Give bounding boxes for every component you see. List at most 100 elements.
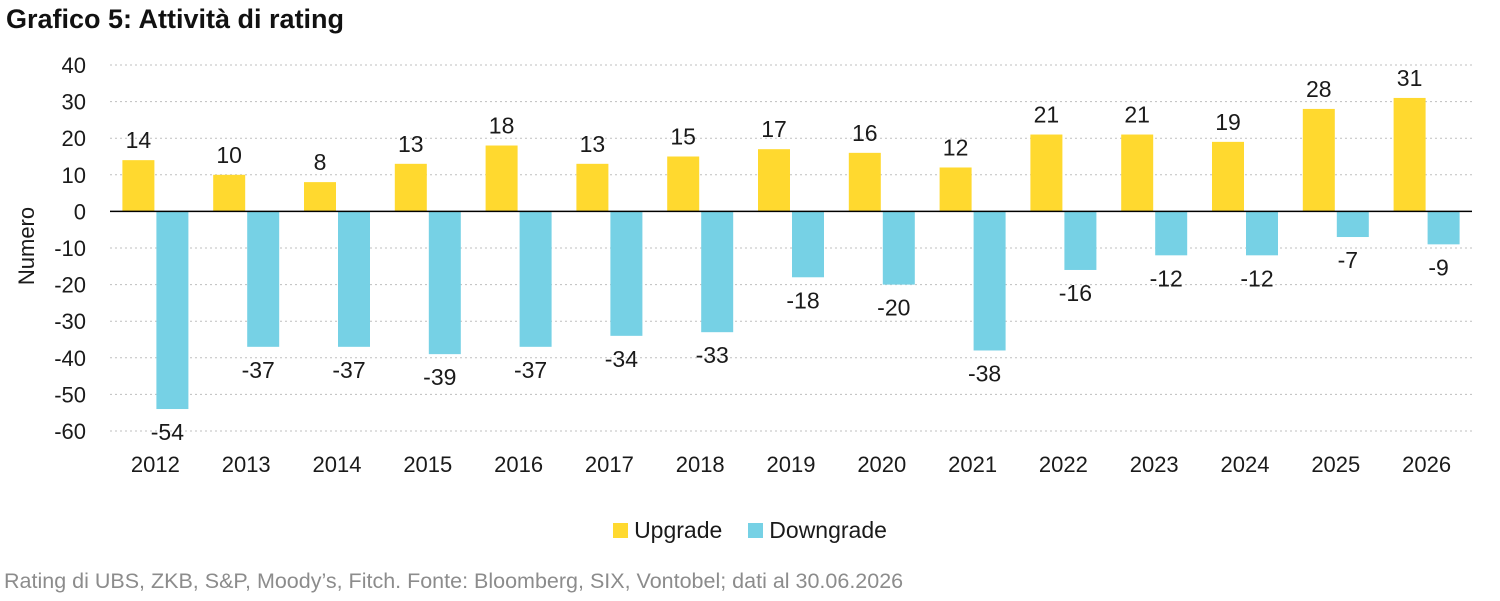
bar-upgrade: [576, 163, 609, 212]
x-tick-label: 2012: [131, 452, 180, 477]
data-label-downgrade: -33: [696, 342, 729, 368]
x-tick-label: 2018: [676, 452, 725, 477]
x-tick-label: 2013: [222, 452, 271, 477]
data-label-upgrade: 21: [1034, 102, 1060, 128]
bar-downgrade: [156, 211, 189, 410]
x-tick-label: 2016: [494, 452, 543, 477]
rating-activity-chart: 40 30 20 10 0 -10 -20 -30 -40 -50 -60 14 -54 10 -37 8 -…: [14, 53, 1472, 477]
bar-downgrade: [1427, 211, 1460, 245]
bar-downgrade: [519, 211, 552, 347]
y-tick-label: -10: [54, 236, 86, 261]
x-axis-ticks: 2012 2013 2014 2015 2016 2017 2018 2019 2020 2021…: [131, 452, 1451, 477]
x-tick-label: 2015: [403, 452, 452, 477]
data-label-downgrade: -16: [1059, 280, 1092, 306]
x-tick-label: 2019: [767, 452, 816, 477]
x-tick-label: 2020: [857, 452, 906, 477]
data-label-upgrade: 21: [1124, 102, 1150, 128]
data-label-downgrade: -39: [423, 364, 456, 390]
x-tick-label: 2026: [1402, 452, 1451, 477]
data-label-downgrade: -12: [1150, 265, 1183, 291]
y-tick-label: 0: [74, 199, 86, 224]
data-label-upgrade: 18: [489, 113, 515, 139]
chart-title: Grafico 5: Attività di rating: [6, 4, 345, 34]
data-label-downgrade: -18: [786, 287, 819, 313]
legend-item-upgrade: Upgrade: [613, 517, 722, 544]
data-label-upgrade: 31: [1397, 65, 1423, 91]
bar-upgrade: [1121, 134, 1154, 212]
x-tick-label: 2021: [948, 452, 997, 477]
bar-downgrade: [428, 211, 461, 355]
legend: Upgrade Downgrade: [0, 517, 1500, 544]
bar-upgrade: [939, 167, 972, 212]
data-label-downgrade: -37: [332, 357, 365, 383]
bar-upgrade: [1393, 97, 1426, 212]
bar-upgrade: [213, 174, 246, 212]
bar-downgrade: [882, 211, 915, 285]
bar-upgrade: [1302, 108, 1335, 212]
data-label-downgrade: -54: [151, 419, 184, 445]
bar-upgrade: [1212, 141, 1244, 212]
source-note: Rating di UBS, ZKB, S&P, Moody’s, Fitch.…: [4, 569, 904, 593]
bar-upgrade: [485, 145, 518, 212]
data-label-downgrade: -37: [514, 357, 547, 383]
data-label-downgrade: -38: [968, 360, 1001, 386]
y-tick-label: -40: [54, 346, 86, 371]
x-tick-label: 2024: [1221, 452, 1270, 477]
y-tick-label: -50: [54, 382, 86, 407]
legend-label-upgrade: Upgrade: [634, 517, 723, 543]
bar-upgrade: [667, 156, 700, 212]
data-label-upgrade: 14: [126, 127, 152, 153]
data-label-upgrade: 28: [1306, 76, 1332, 102]
data-label-upgrade: 15: [670, 124, 696, 150]
x-tick-label: 2017: [585, 452, 634, 477]
y-tick-label: 10: [62, 163, 86, 188]
data-label-downgrade: -12: [1240, 265, 1273, 291]
data-label-downgrade: -9: [1428, 254, 1448, 280]
legend-swatch-downgrade: [748, 523, 764, 538]
y-tick-label: 20: [62, 126, 86, 151]
x-tick-label: 2023: [1130, 452, 1179, 477]
bar-downgrade: [338, 211, 370, 347]
bar-upgrade: [122, 160, 155, 212]
bar-upgrade: [1030, 134, 1063, 212]
gridlines: [110, 64, 1472, 432]
data-label-upgrade: 13: [398, 131, 424, 157]
y-axis-label: Numero: [14, 207, 39, 285]
bar-downgrade: [610, 211, 643, 336]
bar-downgrade: [247, 211, 280, 347]
data-label-downgrade: -34: [605, 346, 638, 372]
bar-downgrade: [1064, 211, 1097, 270]
y-tick-label: -60: [54, 419, 86, 444]
data-label-upgrade: 13: [580, 131, 606, 157]
data-label-upgrade: 10: [216, 142, 242, 168]
y-tick-label: -30: [54, 309, 86, 334]
data-labels: 14 -54 10 -37 8 -37 13 -39 18 -37 13 -34 15 -33 17 -18 1…: [126, 65, 1449, 445]
bar-downgrade: [701, 211, 734, 333]
bar-upgrade: [848, 152, 881, 212]
bar-downgrade: [1155, 211, 1188, 256]
data-label-upgrade: 12: [943, 134, 969, 160]
y-tick-label: 30: [62, 90, 86, 115]
bars: [122, 97, 1460, 410]
bar-downgrade: [1336, 211, 1369, 238]
bar-upgrade: [304, 182, 336, 212]
legend-swatch-upgrade: [613, 523, 629, 538]
y-axis-ticks: 40 30 20 10 0 -10 -20 -30 -40 -50 -60: [54, 53, 86, 444]
x-tick-label: 2025: [1311, 452, 1360, 477]
bar-upgrade: [758, 149, 790, 212]
legend-label-downgrade: Downgrade: [769, 517, 887, 543]
x-tick-label: 2014: [313, 452, 362, 477]
x-tick-label: 2022: [1039, 452, 1088, 477]
data-label-downgrade: -37: [242, 357, 275, 383]
bar-downgrade: [792, 211, 824, 278]
data-label-downgrade: -20: [877, 295, 910, 321]
data-label-upgrade: 19: [1215, 109, 1241, 135]
bar-downgrade: [1246, 211, 1278, 256]
bar-downgrade: [973, 211, 1006, 351]
data-label-upgrade: 17: [761, 116, 787, 142]
data-label-downgrade: -7: [1338, 247, 1358, 273]
data-label-upgrade: 8: [314, 149, 327, 175]
legend-item-downgrade: Downgrade: [748, 517, 887, 544]
data-label-upgrade: 16: [852, 120, 878, 146]
y-tick-label: -20: [54, 273, 86, 298]
